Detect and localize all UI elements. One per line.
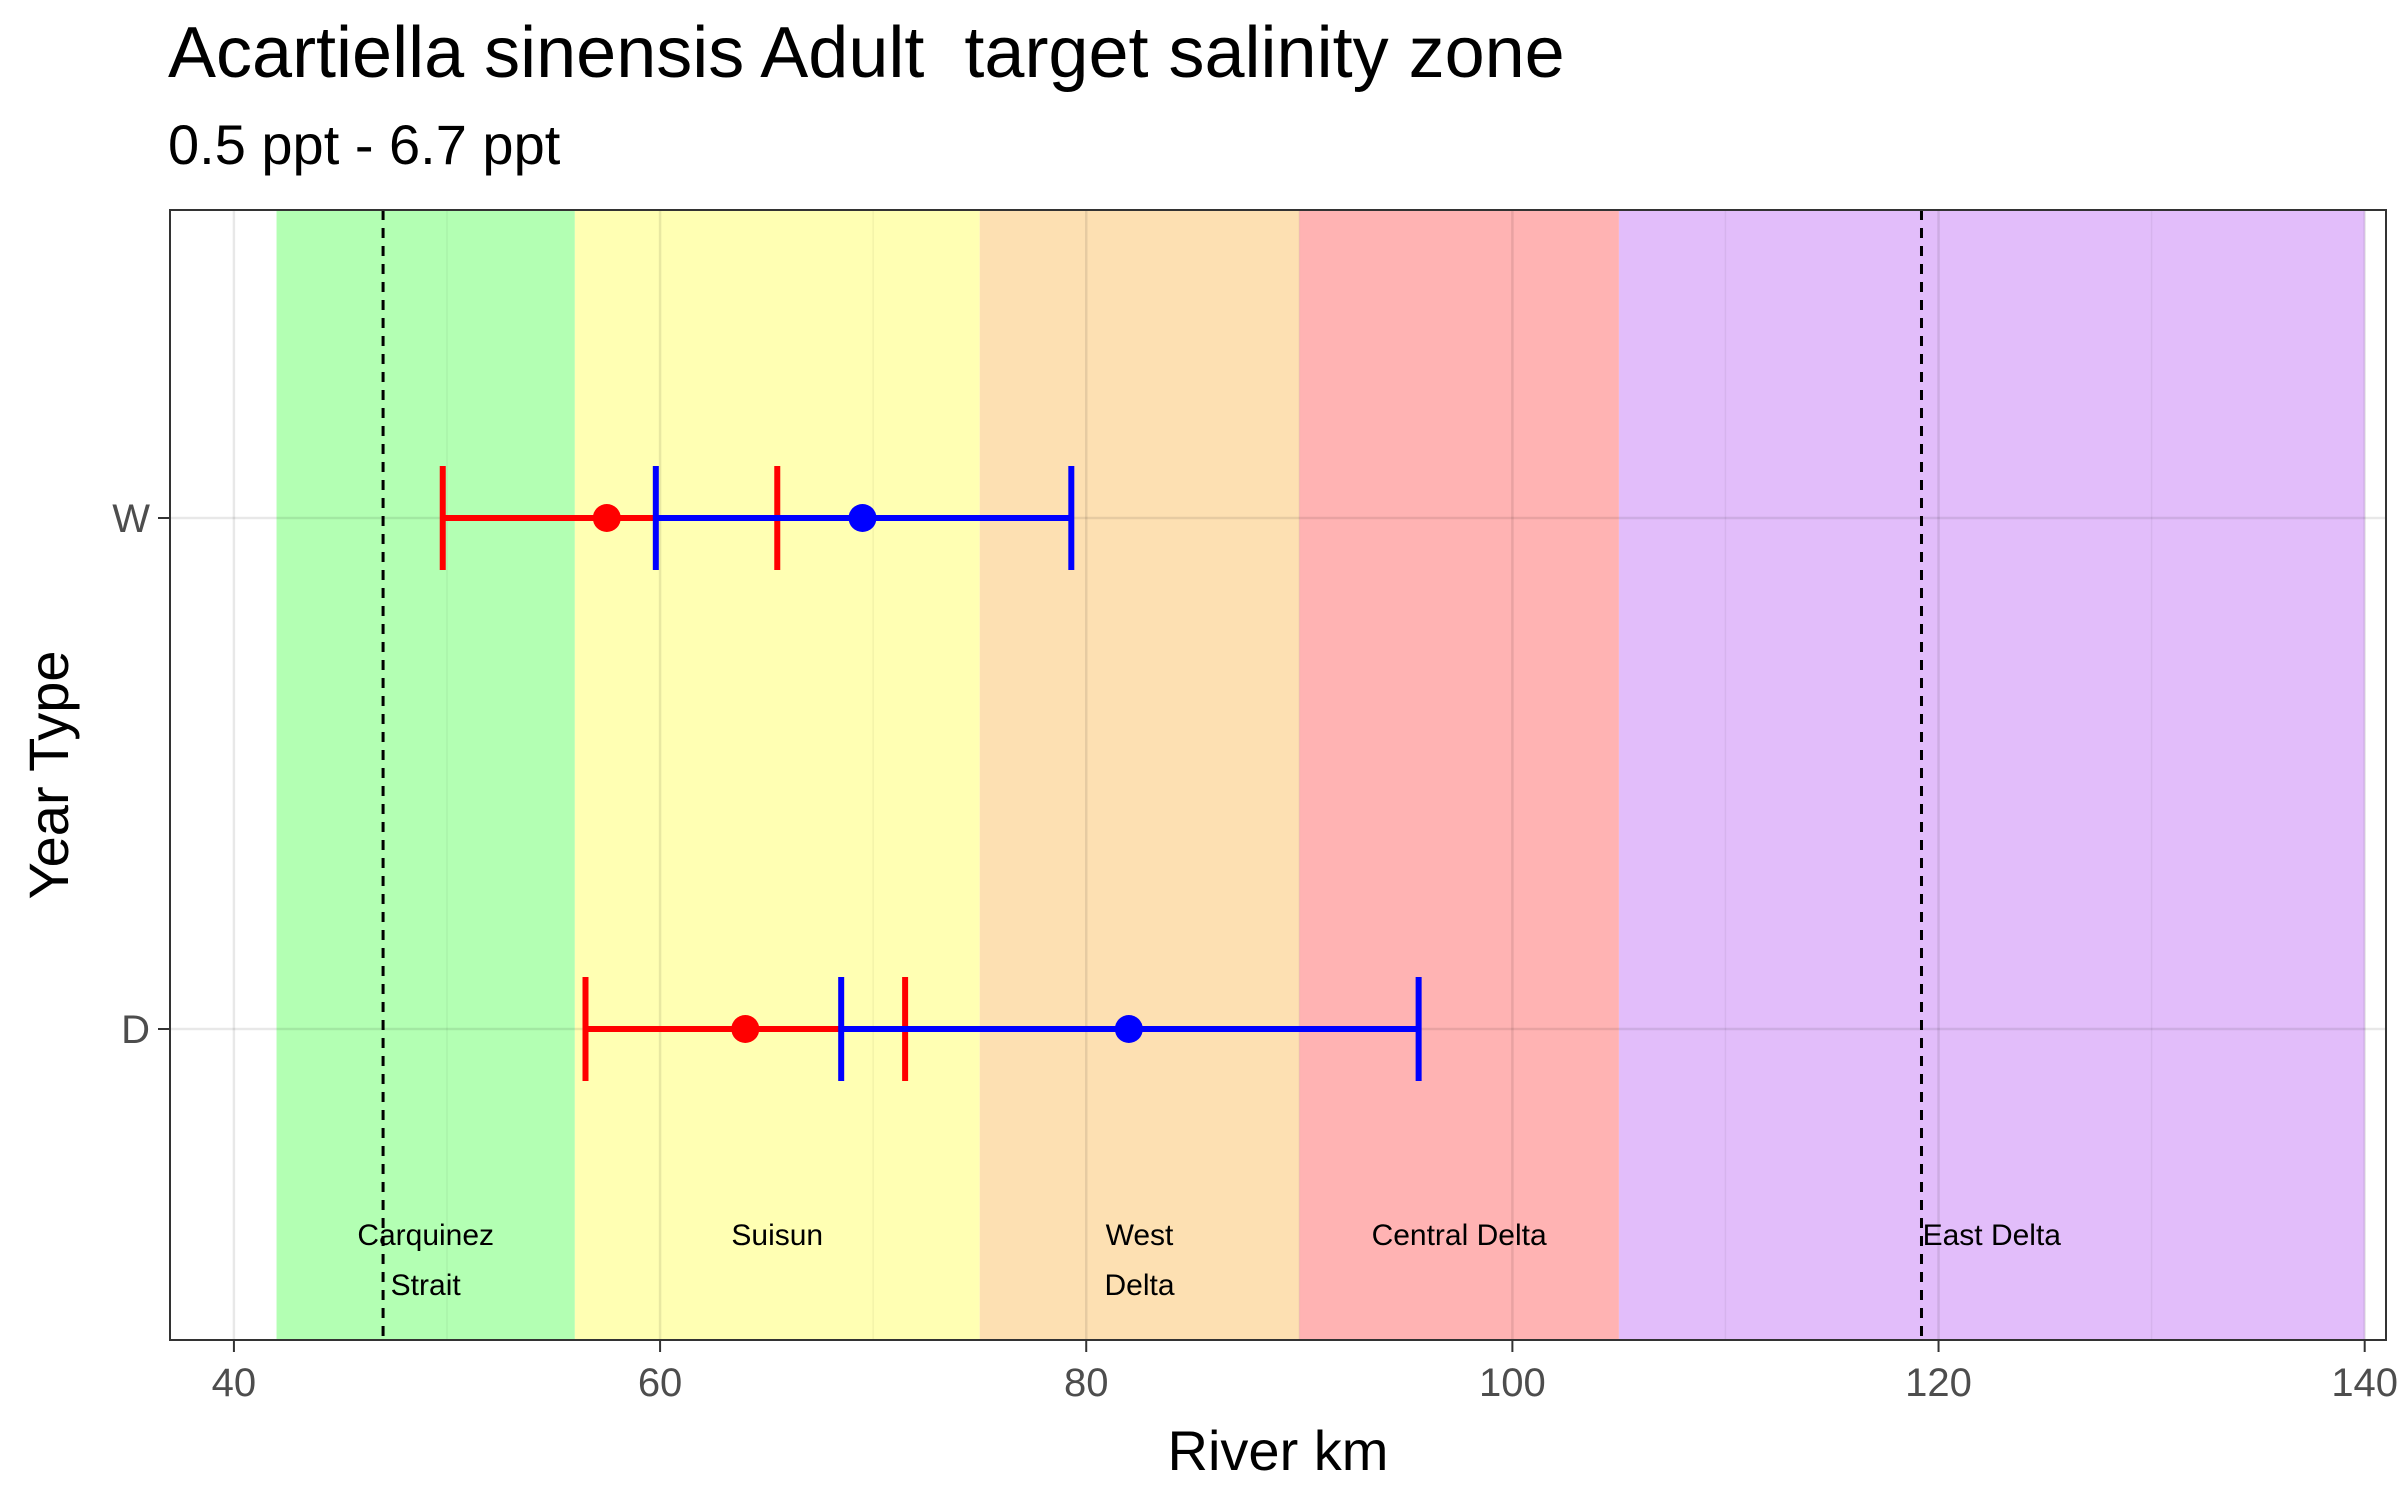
y-axis-title: Year Type [17, 650, 80, 899]
x-tick-label: 120 [1905, 1361, 1972, 1405]
region-label-1: Suisun [731, 1219, 823, 1252]
region-band-4 [1618, 210, 2365, 1340]
x-tick-label: 140 [2331, 1361, 2398, 1405]
region-label-2: West [1106, 1219, 1174, 1252]
region-label-2: Delta [1104, 1269, 1174, 1302]
y-tick-label: W [112, 497, 150, 541]
region-band-1 [574, 210, 980, 1340]
region-label-3: Central Delta [1372, 1219, 1547, 1252]
data-point [592, 504, 621, 532]
reference-lines [381, 210, 1923, 1340]
y-axis: DW [112, 497, 170, 1052]
region-band-0 [276, 210, 575, 1340]
region-label-0: Carquinez [357, 1219, 494, 1252]
x-tick-label: 100 [1479, 1361, 1546, 1405]
data-point [731, 1015, 760, 1043]
region-label-4: East Delta [1923, 1219, 2062, 1252]
region-band-2 [979, 210, 1300, 1340]
x-axis: 40 60 80 100 120 140 [212, 1340, 2398, 1405]
data-point [1114, 1015, 1143, 1043]
x-tick-label: 40 [212, 1361, 257, 1405]
region-labels: Carquinez Strait Suisun West Delta Central De… [357, 1219, 2061, 1302]
panel-border [169, 209, 2387, 1341]
chart-title: Acartiella sinensis Adult target salinit… [168, 13, 1565, 93]
salinity-regions [276, 210, 2365, 1340]
y-tick-label: D [121, 1008, 150, 1052]
region-band-3 [1299, 210, 1619, 1340]
x-tick-label: 80 [1064, 1361, 1109, 1405]
data-series [439, 466, 1422, 1081]
data-point [848, 504, 877, 532]
chart-subtitle: 0.5 ppt - 6.7 ppt [168, 113, 561, 176]
x-tick-label: 60 [638, 1361, 683, 1405]
x-axis-title: River km [1168, 1419, 1389, 1482]
region-label-0: Strait [391, 1269, 462, 1302]
